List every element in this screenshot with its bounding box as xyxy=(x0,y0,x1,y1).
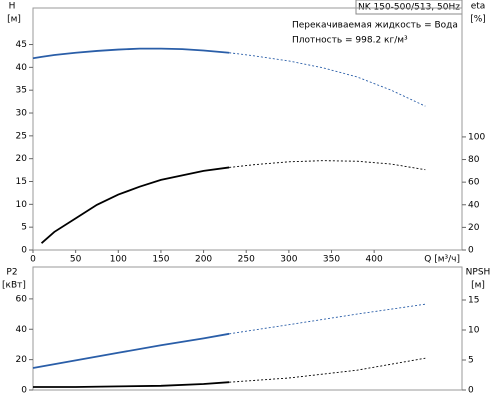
y2-tick-label: 15 xyxy=(468,296,479,306)
y2-tick-label: 100 xyxy=(468,132,485,142)
y-tick-label: 25 xyxy=(16,131,27,141)
x-tick-label: 400 xyxy=(366,255,383,265)
y-tick-label: 15 xyxy=(16,177,27,187)
y-tick-label: 20 xyxy=(16,355,28,365)
curve xyxy=(40,166,230,244)
y-tick-label: 40 xyxy=(16,63,28,73)
x-label: Q [м³/ч] xyxy=(424,255,460,265)
x-tick-label: 150 xyxy=(152,255,169,265)
y-label: H xyxy=(9,2,16,12)
y2-unit: [%] xyxy=(470,15,486,25)
curve xyxy=(229,357,426,383)
x-tick-label: 350 xyxy=(323,255,340,265)
y-tick-label: 35 xyxy=(16,86,27,96)
x-tick-label: 100 xyxy=(110,255,127,265)
y2-tick-label: 20 xyxy=(468,223,480,233)
y-tick-label: 5 xyxy=(21,223,27,233)
y-tick-label: 0 xyxy=(21,386,27,396)
x-tick-label: 50 xyxy=(70,255,82,265)
annotation: Перекачиваемая жидкость = Вода xyxy=(292,21,458,31)
y-tick-label: 10 xyxy=(16,200,28,210)
y-label: P2 xyxy=(6,268,17,278)
y2-label: NPSH xyxy=(466,268,491,278)
y2-tick-label: 60 xyxy=(468,178,480,188)
curve xyxy=(229,303,426,335)
y-tick-label: 0 xyxy=(21,246,27,256)
plot-frame xyxy=(32,266,463,391)
y-tick-label: 60 xyxy=(16,294,28,304)
y2-tick-label: 5 xyxy=(468,356,474,366)
y2-tick-label: 10 xyxy=(468,326,480,336)
curve xyxy=(32,332,230,369)
y2-tick-label: 0 xyxy=(468,246,474,256)
y2-tick-label: 0 xyxy=(468,386,474,396)
y2-tick-label: 40 xyxy=(468,200,480,210)
y-unit: [кВт] xyxy=(2,281,26,291)
curve xyxy=(229,160,426,171)
plot-frame xyxy=(32,7,463,251)
y-tick-label: 40 xyxy=(16,325,28,335)
x-tick-label: 300 xyxy=(280,255,297,265)
x-tick-label: 0 xyxy=(30,255,36,265)
y-unit: [м] xyxy=(7,15,21,25)
curve xyxy=(32,47,230,60)
y2-tick-label: 80 xyxy=(468,155,480,165)
curve xyxy=(33,381,230,388)
x-tick-label: 250 xyxy=(238,255,255,265)
y-tick-label: 45 xyxy=(16,40,27,50)
y-tick-label: 20 xyxy=(16,154,28,164)
title-box xyxy=(355,0,463,15)
x-tick-label: 200 xyxy=(195,255,212,265)
y2-label: eta xyxy=(471,2,486,12)
curve xyxy=(229,52,426,107)
annotation: Плотность = 998.2 кг/м³ xyxy=(292,36,408,46)
y2-unit: [м] xyxy=(471,281,485,291)
y-tick-label: 30 xyxy=(16,109,28,119)
